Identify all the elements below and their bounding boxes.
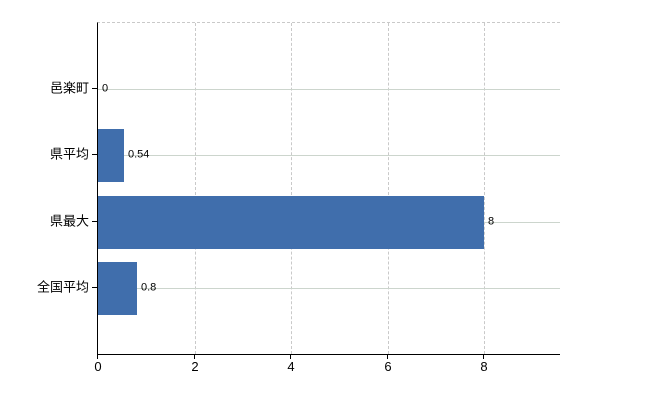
category-label: 全国平均 (36, 279, 89, 295)
vertical-gridline (388, 23, 389, 354)
x-axis-tick (97, 354, 98, 359)
x-axis-tick-label: 8 (480, 359, 488, 374)
y-axis-tick (92, 287, 97, 288)
plot-area: 0 0.54 8 0.8 (97, 22, 560, 355)
category-label: 県平均 (49, 146, 89, 162)
bar-value-label: 0.54 (128, 148, 150, 161)
x-axis-tick (290, 354, 291, 359)
x-axis-tick (483, 354, 484, 359)
horizontal-gridline (98, 155, 560, 156)
x-axis-tick-label: 6 (384, 359, 392, 374)
bar (98, 195, 484, 249)
x-axis-tick (194, 354, 195, 359)
x-axis-tick (387, 354, 388, 359)
category-label: 邑楽町 (49, 80, 89, 96)
bar-value-label: 8 (488, 215, 495, 228)
x-axis-tick-label: 2 (191, 359, 199, 374)
vertical-gridline (291, 23, 292, 354)
y-axis-tick (92, 88, 97, 89)
vertical-gridline (195, 23, 196, 354)
x-axis-tick-label: 4 (287, 359, 295, 374)
vertical-gridline (484, 23, 485, 354)
x-axis-tick-label: 0 (94, 359, 102, 374)
category-label: 県最大 (49, 213, 89, 229)
horizontal-gridline (98, 89, 560, 90)
bar-value-label: 0 (102, 82, 109, 95)
bar-value-label: 0.8 (141, 281, 157, 294)
y-axis-tick (92, 154, 97, 155)
bar (98, 128, 124, 182)
horizontal-gridline (98, 288, 560, 289)
y-axis-tick (92, 221, 97, 222)
bar (98, 261, 137, 315)
